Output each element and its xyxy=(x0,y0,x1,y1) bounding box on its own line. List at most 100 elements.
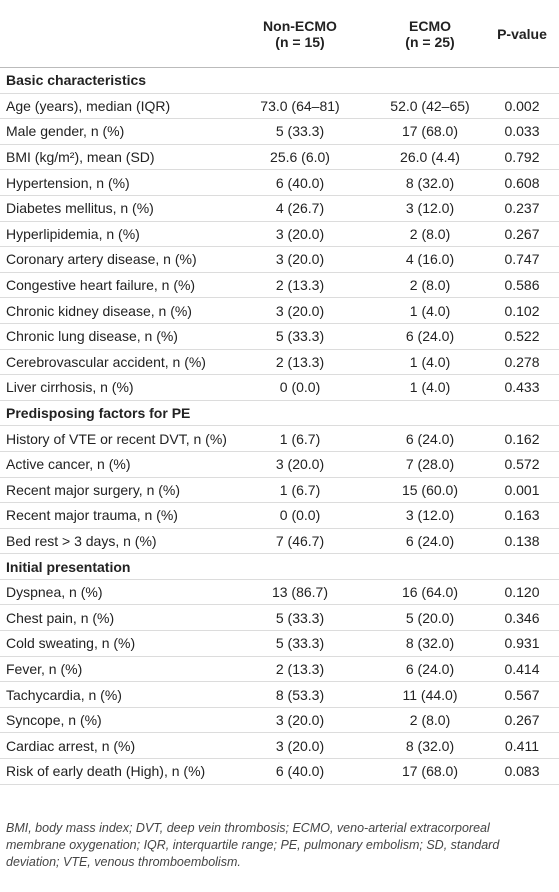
footnote: BMI, body mass index; DVT, deep vein thr… xyxy=(6,821,500,869)
table-row: Recent major surgery, n (%) 1 (6.7) 15 (60… xyxy=(0,478,559,504)
table-row: Risk of early death (High), n (%) 6 (40.0… xyxy=(0,759,559,785)
value-cell: 7 (46.7) xyxy=(275,532,325,549)
value-cell: 5 (33.3) xyxy=(275,123,325,140)
value-cell: 6 (40.0) xyxy=(275,174,325,191)
section-row: Basic characteristics xyxy=(0,68,559,94)
row-label: Cardiac arrest, n (%) xyxy=(6,737,136,754)
table-row: BMI (kg/m²), mean (SD) 25.6 (6.0) 26.0 (4.… xyxy=(0,145,559,171)
value-cell: 3 (20.0) xyxy=(275,737,325,754)
value-cell: 8 (53.3) xyxy=(275,686,325,703)
value-cell: 0.278 xyxy=(504,353,540,370)
row-label: History of VTE or recent DVT, n (%) xyxy=(6,430,227,447)
section-title: Initial presentation xyxy=(6,558,131,575)
value-cell: 6 (24.0) xyxy=(405,532,455,549)
value-cell: 13 (86.7) xyxy=(271,584,329,601)
value-cell: 1 (6.7) xyxy=(279,481,321,498)
value-cell: 0.931 xyxy=(504,635,540,652)
value-cell: 6 (24.0) xyxy=(405,660,455,677)
value-cell: 0.792 xyxy=(504,149,540,166)
row-label: Diabetes mellitus, n (%) xyxy=(6,200,154,217)
value-cell: 0.163 xyxy=(504,507,540,524)
table-row: Age (years), median (IQR) 73.0 (64–81) 52.… xyxy=(0,94,559,120)
row-label: Age (years), median (IQR) xyxy=(6,97,171,114)
value-cell: 3 (20.0) xyxy=(275,456,325,473)
value-cell: 2 (13.3) xyxy=(275,277,325,294)
table-row: Tachycardia, n (%) 8 (53.3) 11 (44.0) 0.567 xyxy=(0,682,559,708)
row-label: Chronic lung disease, n (%) xyxy=(6,328,178,345)
table-row: Hypertension, n (%) 6 (40.0) 8 (32.0) 0.608 xyxy=(0,170,559,196)
value-cell: 2 (8.0) xyxy=(409,225,451,242)
value-cell: 0.522 xyxy=(504,328,540,345)
value-cell: 0.346 xyxy=(504,609,540,626)
value-cell: 3 (20.0) xyxy=(275,712,325,729)
value-cell: 2 (8.0) xyxy=(409,712,451,729)
row-label: Hyperlipidemia, n (%) xyxy=(6,225,140,242)
value-cell: 73.0 (64–81) xyxy=(260,97,340,114)
section-title: Predisposing factors for PE xyxy=(6,405,191,422)
value-cell: 0.433 xyxy=(504,379,540,396)
table-row: Recent major trauma, n (%) 0 (0.0) 3 (12.0… xyxy=(0,503,559,529)
section-row: Initial presentation xyxy=(0,554,559,580)
value-cell: 0.033 xyxy=(504,123,540,140)
row-label: Cerebrovascular accident, n (%) xyxy=(6,353,206,370)
header-row: Non-ECMO (n = 15) ECMO (n = 25) P-value xyxy=(0,0,559,68)
table-row: Congestive heart failure, n (%) 2 (13.3) 2… xyxy=(0,273,559,299)
row-label: Coronary artery disease, n (%) xyxy=(6,251,197,268)
value-cell: 5 (33.3) xyxy=(275,635,325,652)
value-cell: 17 (68.0) xyxy=(401,123,459,140)
row-label: Congestive heart failure, n (%) xyxy=(6,277,196,294)
value-cell: 1 (4.0) xyxy=(409,379,451,396)
value-cell: 3 (12.0) xyxy=(405,200,455,217)
value-cell: 8 (32.0) xyxy=(405,635,455,652)
value-cell: 17 (68.0) xyxy=(401,763,459,780)
row-label: Liver cirrhosis, n (%) xyxy=(6,379,134,396)
row-label: Recent major surgery, n (%) xyxy=(6,481,181,498)
value-cell: 16 (64.0) xyxy=(401,584,459,601)
row-label: Hypertension, n (%) xyxy=(6,174,130,191)
value-cell: 52.0 (42–65) xyxy=(390,97,470,114)
header-text: Non-ECMO xyxy=(263,17,337,34)
value-cell: 25.6 (6.0) xyxy=(270,149,330,166)
table-row: Liver cirrhosis, n (%) 0 (0.0) 1 (4.0) 0.43… xyxy=(0,375,559,401)
value-cell: 1 (4.0) xyxy=(409,353,451,370)
value-cell: 0.267 xyxy=(504,225,540,242)
value-cell: 4 (26.7) xyxy=(275,200,325,217)
value-cell: 3 (20.0) xyxy=(275,302,325,319)
value-cell: 0.567 xyxy=(504,686,540,703)
table-row: Chronic kidney disease, n (%) 3 (20.0) 1 (… xyxy=(0,298,559,324)
row-label: Recent major trauma, n (%) xyxy=(6,507,178,524)
value-cell: 1 (6.7) xyxy=(279,430,321,447)
header-cell: Non-ECMO (n = 15) xyxy=(240,0,360,67)
value-cell: 7 (28.0) xyxy=(405,456,455,473)
value-cell: 11 (44.0) xyxy=(402,686,458,703)
row-label: Fever, n (%) xyxy=(6,660,83,677)
value-cell: 5 (33.3) xyxy=(275,328,325,345)
value-cell: 0.002 xyxy=(504,97,540,114)
value-cell: 6 (40.0) xyxy=(275,763,325,780)
value-cell: 15 (60.0) xyxy=(401,481,459,498)
row-label: BMI (kg/m²), mean (SD) xyxy=(6,149,155,166)
row-label: Chronic kidney disease, n (%) xyxy=(6,302,192,319)
value-cell: 5 (20.0) xyxy=(405,609,455,626)
row-label: Male gender, n (%) xyxy=(6,123,125,140)
table-row: Syncope, n (%) 3 (20.0) 2 (8.0) 0.267 xyxy=(0,708,559,734)
row-label: Tachycardia, n (%) xyxy=(6,686,122,703)
value-cell: 0.102 xyxy=(504,302,540,319)
header-cell: ECMO (n = 25) xyxy=(370,0,490,67)
table: Non-ECMO (n = 15) ECMO (n = 25) P-value Basic… xyxy=(0,0,559,785)
row-label: Dyspnea, n (%) xyxy=(6,584,103,601)
table-row: Chronic lung disease, n (%) 5 (33.3) 6 (24… xyxy=(0,324,559,350)
value-cell: 8 (32.0) xyxy=(405,737,455,754)
section-row: Predisposing factors for PE xyxy=(0,401,559,427)
value-cell: 3 (12.0) xyxy=(405,507,455,524)
row-label: Risk of early death (High), n (%) xyxy=(6,763,206,780)
value-cell: 0.586 xyxy=(504,277,540,294)
row-label: Active cancer, n (%) xyxy=(6,456,131,473)
value-cell: 0.120 xyxy=(504,584,540,601)
header-text: ECMO xyxy=(409,17,451,34)
table-row: History of VTE or recent DVT, n (%) 1 (6.… xyxy=(0,426,559,452)
value-cell: 0.237 xyxy=(504,200,540,217)
value-cell: 5 (33.3) xyxy=(275,609,325,626)
row-label: Bed rest > 3 days, n (%) xyxy=(6,532,157,549)
header-subtext: (n = 15) xyxy=(275,33,325,50)
